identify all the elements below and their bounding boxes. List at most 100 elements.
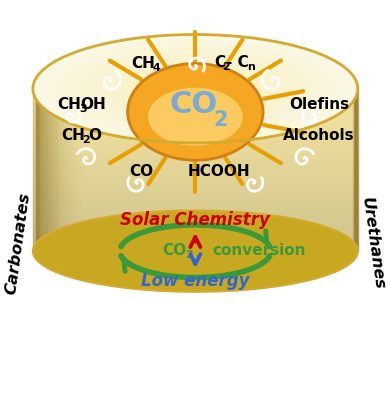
Text: CH: CH	[58, 97, 82, 112]
Text: Solar Chemistry: Solar Chemistry	[121, 211, 270, 229]
Bar	[353, 89, 356, 251]
Bar	[355, 89, 358, 251]
Bar	[33, 198, 358, 203]
Bar	[33, 89, 36, 251]
Text: CO: CO	[163, 243, 187, 258]
Bar	[37, 89, 70, 251]
Ellipse shape	[90, 54, 301, 124]
Bar	[38, 89, 76, 251]
Bar	[354, 89, 357, 251]
Bar	[33, 138, 358, 141]
Bar	[36, 89, 39, 251]
Bar	[33, 231, 358, 235]
Ellipse shape	[41, 37, 350, 140]
Text: O: O	[88, 128, 101, 143]
Ellipse shape	[82, 51, 309, 126]
Text: OH: OH	[81, 97, 106, 112]
Text: C: C	[214, 55, 225, 70]
Bar	[33, 247, 358, 251]
Bar	[33, 105, 358, 109]
Bar	[33, 145, 358, 150]
Bar	[352, 89, 355, 251]
Bar	[33, 235, 358, 239]
Bar	[33, 182, 358, 186]
Bar	[33, 243, 358, 247]
Ellipse shape	[49, 40, 342, 138]
Bar	[33, 109, 358, 113]
Ellipse shape	[130, 67, 261, 110]
Bar	[37, 89, 50, 251]
Bar	[33, 223, 358, 227]
Text: 2: 2	[185, 250, 193, 260]
Bar	[355, 89, 358, 251]
Bar	[38, 89, 87, 251]
Bar	[37, 89, 56, 251]
Bar	[33, 125, 358, 129]
Ellipse shape	[128, 63, 263, 160]
Bar	[33, 227, 358, 231]
Bar	[33, 97, 358, 101]
Bar	[37, 89, 53, 251]
Text: Urethanes: Urethanes	[359, 196, 386, 291]
Bar	[354, 89, 357, 251]
Ellipse shape	[33, 35, 358, 143]
Ellipse shape	[138, 70, 252, 108]
Bar	[33, 158, 358, 162]
Bar	[353, 89, 356, 251]
Bar	[353, 89, 356, 251]
Ellipse shape	[148, 88, 243, 146]
Bar	[353, 89, 356, 251]
Bar	[38, 89, 84, 251]
Ellipse shape	[98, 56, 293, 121]
Bar	[37, 89, 64, 251]
Bar	[36, 89, 47, 251]
Bar	[355, 89, 357, 251]
Bar	[33, 170, 358, 174]
Bar	[36, 89, 44, 251]
Ellipse shape	[66, 45, 325, 132]
Bar	[353, 89, 356, 251]
Bar	[33, 133, 358, 138]
Bar	[354, 89, 357, 251]
Text: Alcohols: Alcohols	[283, 128, 355, 143]
Text: 3: 3	[80, 104, 87, 114]
Ellipse shape	[114, 61, 277, 116]
Bar	[354, 89, 356, 251]
Bar	[353, 89, 355, 251]
Ellipse shape	[122, 64, 268, 113]
Bar	[355, 89, 357, 251]
Bar	[353, 89, 355, 251]
Ellipse shape	[73, 48, 317, 129]
Bar	[33, 154, 358, 158]
Text: 4: 4	[153, 63, 160, 73]
Ellipse shape	[147, 72, 244, 105]
Text: Olefins: Olefins	[289, 97, 349, 112]
Bar	[33, 141, 358, 145]
Bar	[33, 203, 358, 206]
Ellipse shape	[33, 210, 358, 292]
Bar	[33, 101, 358, 105]
Bar	[33, 113, 358, 117]
Text: 2: 2	[213, 110, 228, 130]
Bar	[354, 89, 356, 251]
Text: CO: CO	[129, 164, 153, 179]
Bar	[354, 89, 357, 251]
Bar	[33, 129, 358, 133]
Text: CO: CO	[169, 90, 218, 119]
Bar	[353, 89, 356, 251]
Bar	[33, 117, 358, 121]
Text: 2: 2	[222, 62, 229, 72]
Bar	[38, 89, 78, 251]
Bar	[33, 150, 358, 154]
Bar	[33, 93, 358, 97]
Bar	[33, 239, 358, 243]
Bar	[33, 174, 358, 178]
Bar	[33, 215, 358, 219]
Text: CH: CH	[131, 56, 155, 71]
Bar	[33, 162, 358, 166]
Text: CH: CH	[61, 128, 85, 143]
Text: Low energy: Low energy	[141, 272, 250, 290]
Ellipse shape	[106, 59, 285, 119]
Bar	[37, 89, 61, 251]
Bar	[33, 194, 358, 198]
